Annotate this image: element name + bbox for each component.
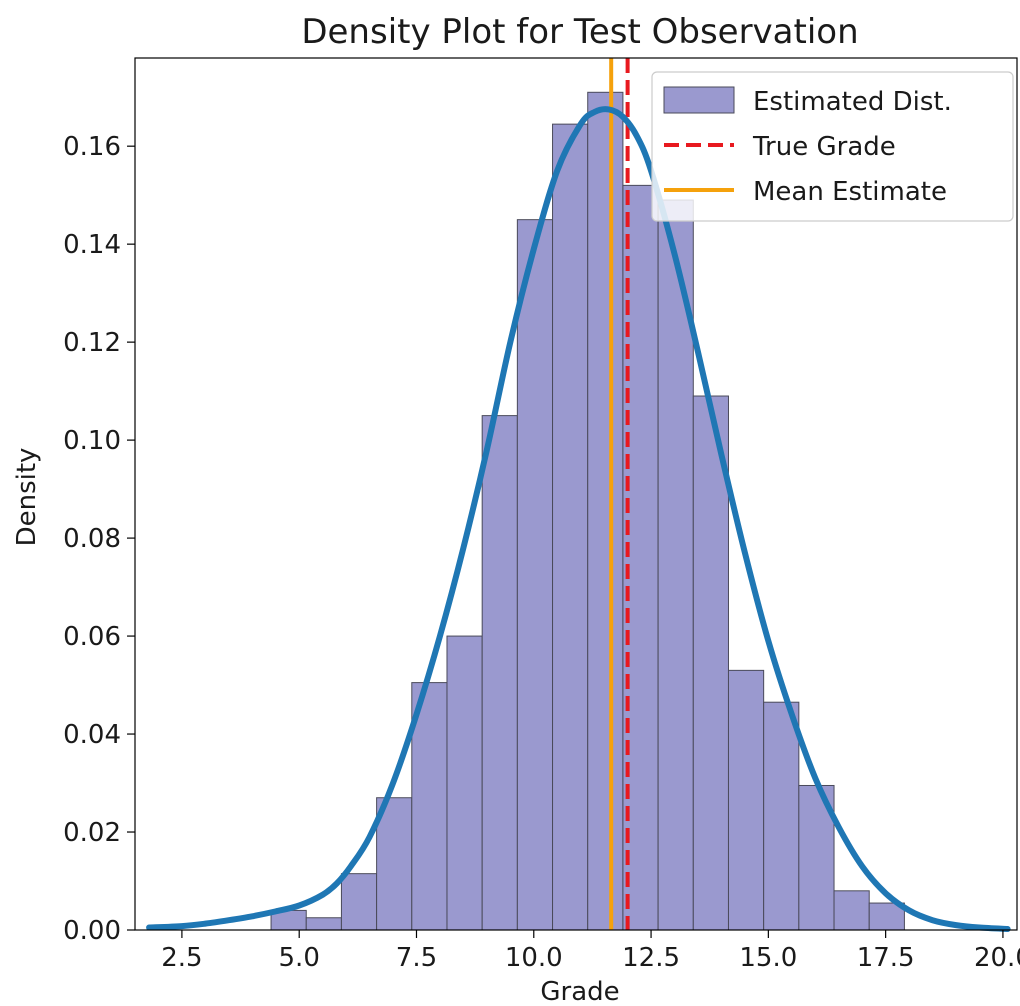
x-tick-label: 7.5 [396, 943, 437, 973]
histogram-bar [516, 219, 554, 931]
y-tick-label: 0.06 [63, 622, 121, 652]
y-tick-label: 0.02 [63, 818, 121, 848]
y-tick-label: 0.12 [63, 328, 121, 358]
x-tick-label: 2.5 [161, 943, 202, 973]
histogram-bar [587, 91, 624, 931]
kde-curve-group [146, 106, 1011, 933]
x-tick-label: 15.0 [739, 943, 797, 973]
histogram-bar [727, 669, 765, 931]
histogram-bar [552, 123, 589, 931]
legend-label: Estimated Dist. [753, 87, 952, 117]
histogram-bar [481, 415, 518, 931]
x-tick-label: 12.5 [622, 943, 680, 973]
histogram-bar [868, 902, 905, 931]
x-axis-label: Grade [540, 977, 619, 1006]
y-tick-label: 0.00 [63, 916, 121, 946]
kde-curve [146, 106, 1011, 933]
chart-title: Density Plot for Test Observation [301, 12, 858, 52]
y-axis-ticks: 0.00 0.02 0.04 0.06 0.08 0.10 0.12 0.14 0.16 [63, 132, 135, 946]
x-tick-label: 5.0 [279, 943, 320, 973]
histogram-bar [657, 199, 694, 931]
x-tick-label: 20.0 [974, 943, 1020, 973]
x-tick-label: 10.0 [505, 943, 563, 973]
y-tick-label: 0.04 [63, 720, 121, 750]
legend-label: True Grade [752, 132, 896, 162]
histogram-bar [692, 395, 729, 931]
histogram-bar [305, 917, 342, 931]
y-tick-label: 0.14 [63, 230, 121, 260]
y-tick-label: 0.08 [63, 524, 121, 554]
histogram-bar [763, 701, 800, 931]
legend-swatch-histogram [663, 86, 735, 114]
histogram-bar [340, 873, 378, 931]
histogram-bar [833, 890, 870, 931]
y-axis-label: Density [12, 448, 42, 547]
plot-frame [134, 57, 1018, 931]
x-tick-label: 17.5 [857, 943, 915, 973]
histogram-bar [446, 635, 483, 931]
legend: Estimated Dist. True Grade Mean Estimate [651, 71, 1014, 222]
x-axis-ticks: 2.5 5.0 7.5 10.0 12.5 15.0 17.5 20.0 [161, 930, 1020, 973]
legend-label: Mean Estimate [753, 177, 947, 207]
y-tick-label: 0.16 [63, 132, 121, 162]
reference-lines [609, 58, 630, 930]
y-tick-label: 0.10 [63, 426, 121, 456]
legend-box [651, 71, 1014, 222]
